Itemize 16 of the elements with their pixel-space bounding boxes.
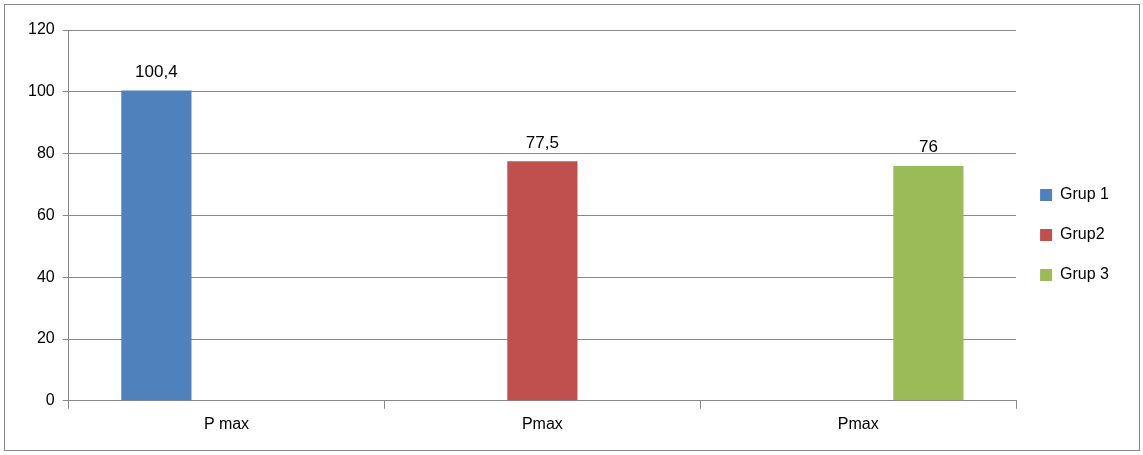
x-tick-label: P max xyxy=(204,414,250,432)
x-tick-label: Pmax xyxy=(837,414,879,432)
data-label: 100,4 xyxy=(135,61,178,81)
legend-label: Grup 3 xyxy=(1060,265,1110,283)
y-tick-label: 20 xyxy=(36,329,55,347)
legend-label: Grup2 xyxy=(1060,225,1105,243)
data-label: 77,5 xyxy=(525,132,559,152)
x-tick-label: Pmax xyxy=(521,414,563,432)
y-tick-label: 40 xyxy=(36,267,55,285)
y-tick-label: 80 xyxy=(36,144,55,162)
y-tick-label: 60 xyxy=(36,205,55,223)
data-label: 76 xyxy=(918,137,938,157)
y-tick-label: 100 xyxy=(27,82,55,100)
legend-label: Grup 1 xyxy=(1060,185,1110,203)
y-tick-label: 120 xyxy=(27,20,55,38)
y-tick-label: 0 xyxy=(45,391,55,409)
